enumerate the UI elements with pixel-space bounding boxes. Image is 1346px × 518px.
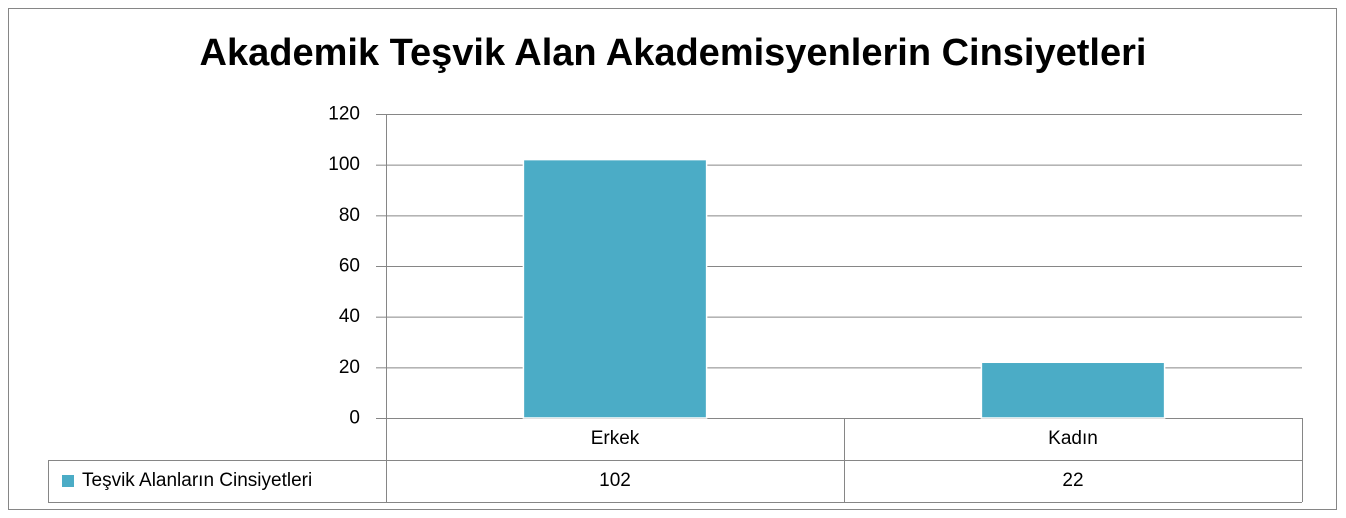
y-tick-label: 0 — [349, 408, 360, 429]
y-tick-label: 100 — [328, 154, 360, 175]
y-tick-label: 120 — [328, 104, 360, 125]
x-tick-label: Erkek — [591, 428, 640, 449]
bar — [980, 361, 1166, 419]
data-table-value: 102 — [599, 470, 631, 491]
bar — [522, 158, 708, 419]
y-tick-label: 40 — [339, 306, 360, 327]
legend-label: Teşvik Alanların Cinsiyetleri — [82, 470, 312, 491]
y-tick-label: 60 — [339, 256, 360, 277]
y-tick-label: 80 — [339, 205, 360, 226]
chart-title: Akademik Teşvik Alan Akademisyenlerin Ci… — [200, 32, 1147, 74]
data-table-value: 22 — [1062, 470, 1083, 491]
y-tick-label: 20 — [339, 357, 360, 378]
legend-swatch — [62, 475, 74, 487]
x-tick-label: Kadın — [1048, 428, 1098, 449]
